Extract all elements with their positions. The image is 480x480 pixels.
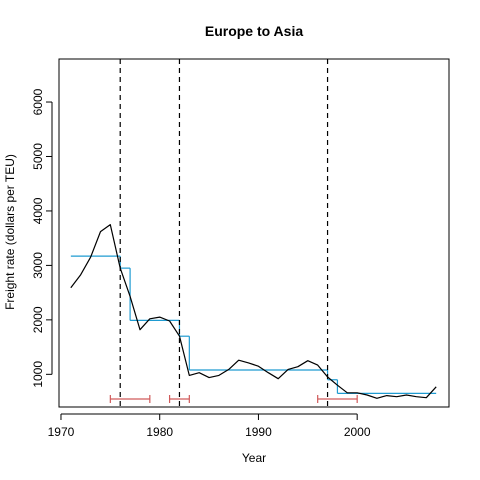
y-tick-label: 2000: [31, 306, 45, 333]
plot-frame: [58, 58, 450, 408]
plot-area: 1970 1980 1990 2000 1000 2000 3000 4000 5000 6000: [31, 58, 450, 439]
y-tick-label: 3000: [31, 252, 45, 279]
y-tick-label: 6000: [31, 88, 45, 115]
y-tick-label: 4000: [31, 197, 45, 224]
freight-rate-line: [70, 224, 437, 399]
x-tick-label: 1990: [245, 425, 272, 439]
y-tick-label: 1000: [31, 361, 45, 388]
x-tick-label: 2000: [344, 425, 371, 439]
x-tick-label: 1980: [146, 425, 173, 439]
y-axis-label: Freight rate (dollars per TEU): [3, 154, 17, 310]
chart-title: Europe to Asia: [205, 23, 303, 39]
x-axis-label: Year: [242, 451, 266, 465]
x-tick-label: 1970: [48, 425, 75, 439]
y-tick-label: 5000: [31, 143, 45, 170]
